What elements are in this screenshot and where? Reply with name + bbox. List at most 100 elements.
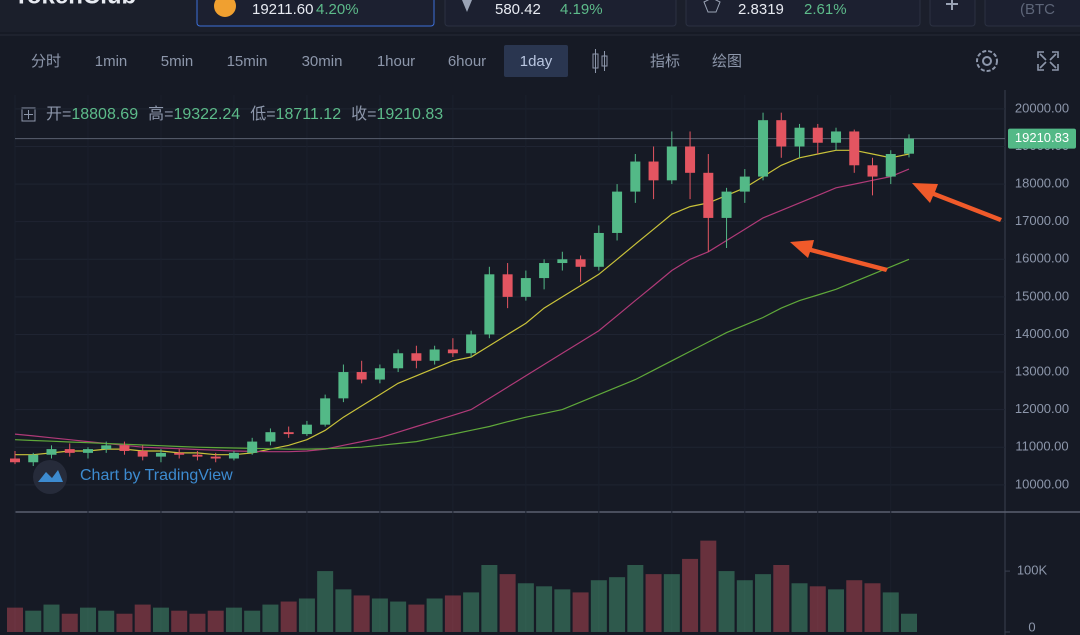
candle-body xyxy=(539,263,550,279)
volume-bar xyxy=(444,595,461,632)
candle-body xyxy=(46,449,57,455)
volume-bar xyxy=(554,589,571,632)
interval-button[interactable]: 1min xyxy=(95,53,128,70)
volume-bar xyxy=(317,571,334,632)
candle-body xyxy=(265,432,276,442)
annotation-arrow xyxy=(790,240,888,272)
volume-bar xyxy=(755,574,772,632)
legend-value: 18711.12 xyxy=(276,106,342,123)
interval-button[interactable]: 6hour xyxy=(448,53,486,70)
legend-value: 19210.83 xyxy=(376,106,443,123)
volume-bar xyxy=(61,613,78,632)
candle-body xyxy=(356,372,367,380)
interval-button[interactable]: 1hour xyxy=(377,53,415,70)
search-box[interactable] xyxy=(984,0,1080,27)
candle-body xyxy=(466,334,477,354)
volume-bar xyxy=(773,564,790,632)
volume-bar xyxy=(371,598,388,632)
add-button[interactable] xyxy=(929,0,976,27)
candle-body xyxy=(374,368,385,380)
ticker-price: 580.42 xyxy=(495,1,541,18)
candle-body xyxy=(685,146,696,173)
settings-icon[interactable] xyxy=(976,50,998,72)
volume-tick-label: 100K xyxy=(1017,563,1048,578)
candle-body xyxy=(411,353,422,361)
interval-button[interactable]: 15min xyxy=(227,53,268,70)
y-tick-label: 20000.00 xyxy=(1015,100,1069,115)
volume-bar xyxy=(152,607,169,632)
y-tick-label: 16000.00 xyxy=(1015,251,1069,266)
ticker-change: 4.19% xyxy=(560,1,603,18)
y-tick-label: 18000.00 xyxy=(1015,176,1069,191)
volume-bar xyxy=(98,610,115,632)
candle-body xyxy=(593,232,604,267)
volume-bar xyxy=(463,592,480,632)
y-tick-label: 10000.00 xyxy=(1015,476,1069,491)
volume-bar xyxy=(499,574,516,632)
interval-button[interactable]: 30min xyxy=(302,53,343,70)
watermark: Chart by TradingView xyxy=(80,467,233,484)
volume-bar xyxy=(171,610,188,632)
volume-bar xyxy=(536,586,553,632)
tool-button[interactable]: 指标 xyxy=(650,53,680,70)
legend-label: 高= xyxy=(148,105,173,123)
candle-body xyxy=(831,131,842,143)
candle-body xyxy=(575,259,586,267)
candle-type-icon[interactable] xyxy=(592,49,608,73)
volume-bar xyxy=(864,583,881,632)
legend-label: 低= xyxy=(250,105,275,123)
moving-average xyxy=(14,258,910,450)
annotation-arrow xyxy=(912,183,1002,222)
ohlc-legend: 开=18808.69 高=19322.24 低=18711.12 收=19210.83 xyxy=(46,105,443,123)
candle-body xyxy=(192,454,203,457)
volume-tick-label: 0 xyxy=(1028,619,1035,634)
volume-bar xyxy=(700,540,717,632)
volume-bar xyxy=(262,604,279,632)
candle-body xyxy=(904,138,914,154)
volume-bar xyxy=(517,583,534,632)
candle-body xyxy=(320,398,331,425)
volume-bar xyxy=(572,592,589,632)
ticker-tab[interactable] xyxy=(444,0,677,27)
volume-bar xyxy=(390,601,407,632)
active-interval-bg xyxy=(504,45,568,77)
candle-body xyxy=(338,372,349,399)
candle-body xyxy=(10,458,20,463)
volume-bar xyxy=(225,607,242,632)
tool-button[interactable]: 绘图 xyxy=(712,53,742,70)
candle-body xyxy=(502,274,513,297)
y-tick-label: 11000.00 xyxy=(1015,439,1068,454)
volume-bar xyxy=(408,604,425,632)
fullscreen-icon[interactable] xyxy=(1037,51,1059,71)
moving-average xyxy=(15,149,910,456)
ticker-tab[interactable] xyxy=(196,0,435,27)
interval-button[interactable]: 1day xyxy=(520,53,553,70)
coin-icon xyxy=(462,0,472,12)
volume-bar xyxy=(645,574,662,632)
volume-bar xyxy=(25,610,42,632)
ticker-price: 19211.60 xyxy=(252,1,313,18)
volume-bar xyxy=(663,574,680,632)
ticker-tab[interactable] xyxy=(685,0,921,27)
volume-bar xyxy=(353,595,370,632)
coin-icon xyxy=(214,0,236,17)
y-tick-label: 17000.00 xyxy=(1015,213,1069,228)
candle-body xyxy=(447,349,458,354)
volume-bar xyxy=(682,558,699,632)
plus-icon xyxy=(946,0,958,10)
volume-bar xyxy=(791,583,808,632)
candle-body xyxy=(301,424,312,435)
candle-body xyxy=(885,154,896,177)
volume-bar xyxy=(116,613,133,632)
candle-body xyxy=(630,161,641,192)
volume-bar xyxy=(298,598,315,632)
volume-bar xyxy=(590,580,607,632)
legend-label: 收= xyxy=(351,105,376,123)
legend-value: 19322.24 xyxy=(173,106,240,123)
interval-button[interactable]: 5min xyxy=(161,53,194,70)
legend-toggle[interactable] xyxy=(21,107,36,122)
y-tick-label: 15000.00 xyxy=(1015,288,1069,303)
interval-button[interactable]: 分时 xyxy=(31,53,61,70)
